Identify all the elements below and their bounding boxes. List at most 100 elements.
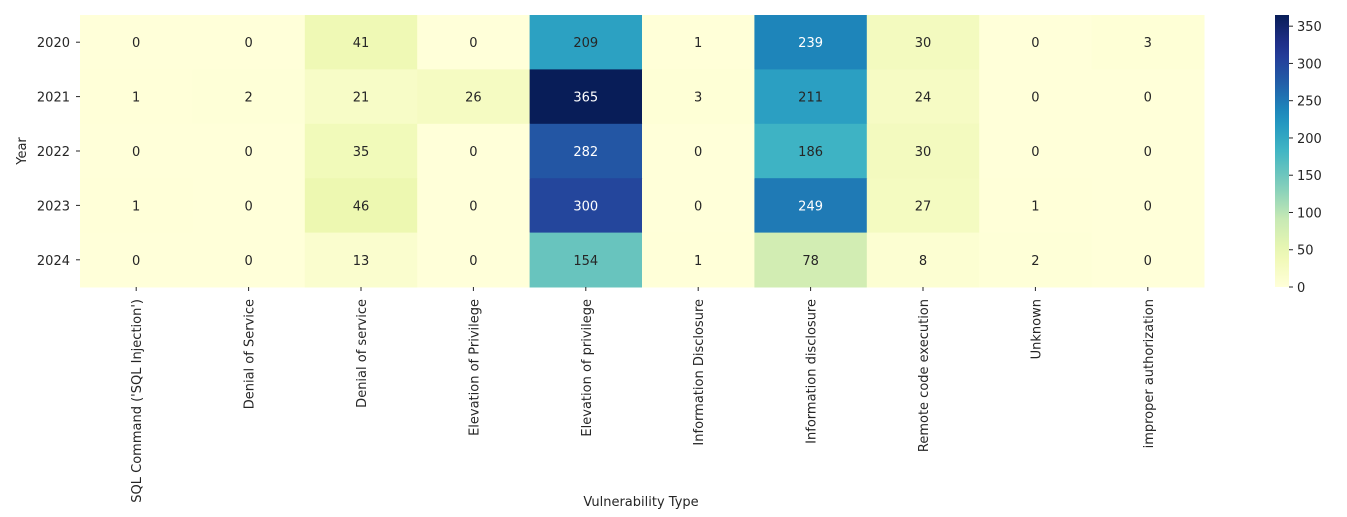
heatmap-cell [642, 123, 755, 179]
heatmap-cell [529, 178, 643, 234]
cell-value-label: 0 [1031, 36, 1039, 51]
x-axis: SQL Command ('SQL Injection') Denial of S… [130, 287, 1157, 503]
cell-value-label: 2 [244, 91, 252, 106]
heatmap-cell [80, 123, 193, 179]
heatmap-cell [529, 15, 643, 70]
cell-value-label: 3 [694, 91, 702, 106]
cell-value-label: 8 [919, 254, 927, 269]
colorbar-tick-label: 0 [1297, 281, 1305, 296]
y-tick-label: 2020 [37, 36, 70, 51]
colorbar-tick-label: 100 [1297, 206, 1322, 221]
heatmap-cell [1091, 232, 1205, 288]
cell-value-label: 0 [244, 254, 252, 269]
cell-value-label: 27 [915, 199, 932, 214]
heatmap-cell [304, 15, 418, 70]
cell-value-label: 0 [469, 254, 477, 269]
heatmap-cell [529, 232, 643, 288]
x-tick-label: Denial of Service [243, 299, 258, 409]
y-axis: 2020 2021 2022 2023 2024 [37, 36, 80, 269]
cell-value-label: 3 [1144, 36, 1152, 51]
heatmap-cell [754, 123, 868, 179]
heatmap-cell [866, 15, 980, 70]
cell-value-label: 1 [1031, 199, 1039, 214]
cell-value-label: 46 [353, 199, 370, 214]
heatmap-cell [192, 178, 306, 234]
cell-value-label: 30 [915, 36, 932, 51]
cell-value-label: 0 [469, 36, 477, 51]
heatmap-cell [866, 178, 980, 234]
x-tick-label: Remote code execution [917, 299, 932, 452]
y-tick-label: 2023 [37, 199, 70, 214]
cell-value-label: 211 [798, 91, 823, 106]
cell-value-label: 0 [132, 145, 140, 160]
cell-value-label: 26 [465, 91, 482, 106]
heatmap-cell [754, 15, 868, 70]
cell-value-label: 78 [802, 254, 819, 269]
heatmap-cell [642, 69, 755, 125]
heatmap-cell [1091, 69, 1205, 125]
cell-value-label: 0 [694, 145, 702, 160]
cell-value-label: 0 [244, 145, 252, 160]
heatmap-cell [529, 123, 643, 179]
heatmap-cell [1091, 178, 1205, 234]
heatmap-cell [979, 232, 1093, 288]
cell-value-label: 0 [469, 199, 477, 214]
x-tick-label: Denial of service [355, 299, 370, 408]
cell-value-label: 30 [915, 145, 932, 160]
x-tick-label: Elevation of privilege [580, 299, 595, 437]
cell-value-label: 0 [1031, 91, 1039, 106]
cell-value-label: 282 [573, 145, 598, 160]
heatmap-cell [192, 15, 306, 70]
heatmap-cell [1091, 15, 1205, 70]
cell-value-label: 0 [132, 254, 140, 269]
colorbar-tick-label: 250 [1297, 95, 1322, 110]
cell-value-label: 0 [1144, 91, 1152, 106]
cell-value-label: 24 [915, 91, 932, 106]
cell-value-label: 0 [1144, 254, 1152, 269]
cell-value-label: 35 [353, 145, 370, 160]
heatmap-cell [979, 123, 1093, 179]
heatmap-cell [192, 123, 306, 179]
heatmap-cell [754, 232, 868, 288]
cell-value-label: 186 [798, 145, 823, 160]
heatmap-cell [304, 123, 418, 179]
heatmap-cell [642, 178, 755, 234]
x-tick-label: Elevation of Privilege [467, 299, 482, 436]
cell-value-label: 2 [1031, 254, 1039, 269]
cell-value-label: 1 [694, 36, 702, 51]
heatmap-cell [866, 232, 980, 288]
cell-value-label: 0 [694, 199, 702, 214]
colorbar-tick-label: 150 [1297, 169, 1322, 184]
cell-value-label: 41 [353, 36, 370, 51]
x-tick-label: improper authorization [1142, 299, 1157, 448]
heatmap-cell [529, 69, 643, 125]
heatmap-cell [304, 232, 418, 288]
colorbar-tick-label: 350 [1297, 20, 1322, 35]
heatmap-cell [80, 232, 193, 288]
x-tick-label: Unknown [1029, 299, 1044, 359]
cell-value-label: 0 [469, 145, 477, 160]
cell-value-label: 249 [798, 199, 823, 214]
heatmap-cell [80, 178, 193, 234]
y-axis-title: Year [15, 137, 30, 166]
heatmap-cell [192, 232, 306, 288]
y-tick-label: 2021 [37, 91, 70, 106]
y-tick-label: 2022 [37, 145, 70, 160]
cell-value-label: 0 [1144, 145, 1152, 160]
heatmap-cell [642, 232, 755, 288]
cell-value-label: 0 [1144, 199, 1152, 214]
colorbar-tick-label: 300 [1297, 57, 1322, 72]
heatmap-cell [417, 232, 531, 288]
heatmap-cell [866, 69, 980, 125]
heatmap-cell [979, 178, 1093, 234]
cell-value-label: 1 [694, 254, 702, 269]
cell-value-label: 0 [1031, 145, 1039, 160]
cell-value-label: 365 [573, 91, 598, 106]
heatmap-cell [754, 69, 868, 125]
cell-value-label: 0 [244, 36, 252, 51]
heatmap-cell [866, 123, 980, 179]
cell-value-label: 21 [353, 91, 370, 106]
cell-value-label: 13 [353, 254, 370, 269]
cell-value-label: 0 [132, 36, 140, 51]
